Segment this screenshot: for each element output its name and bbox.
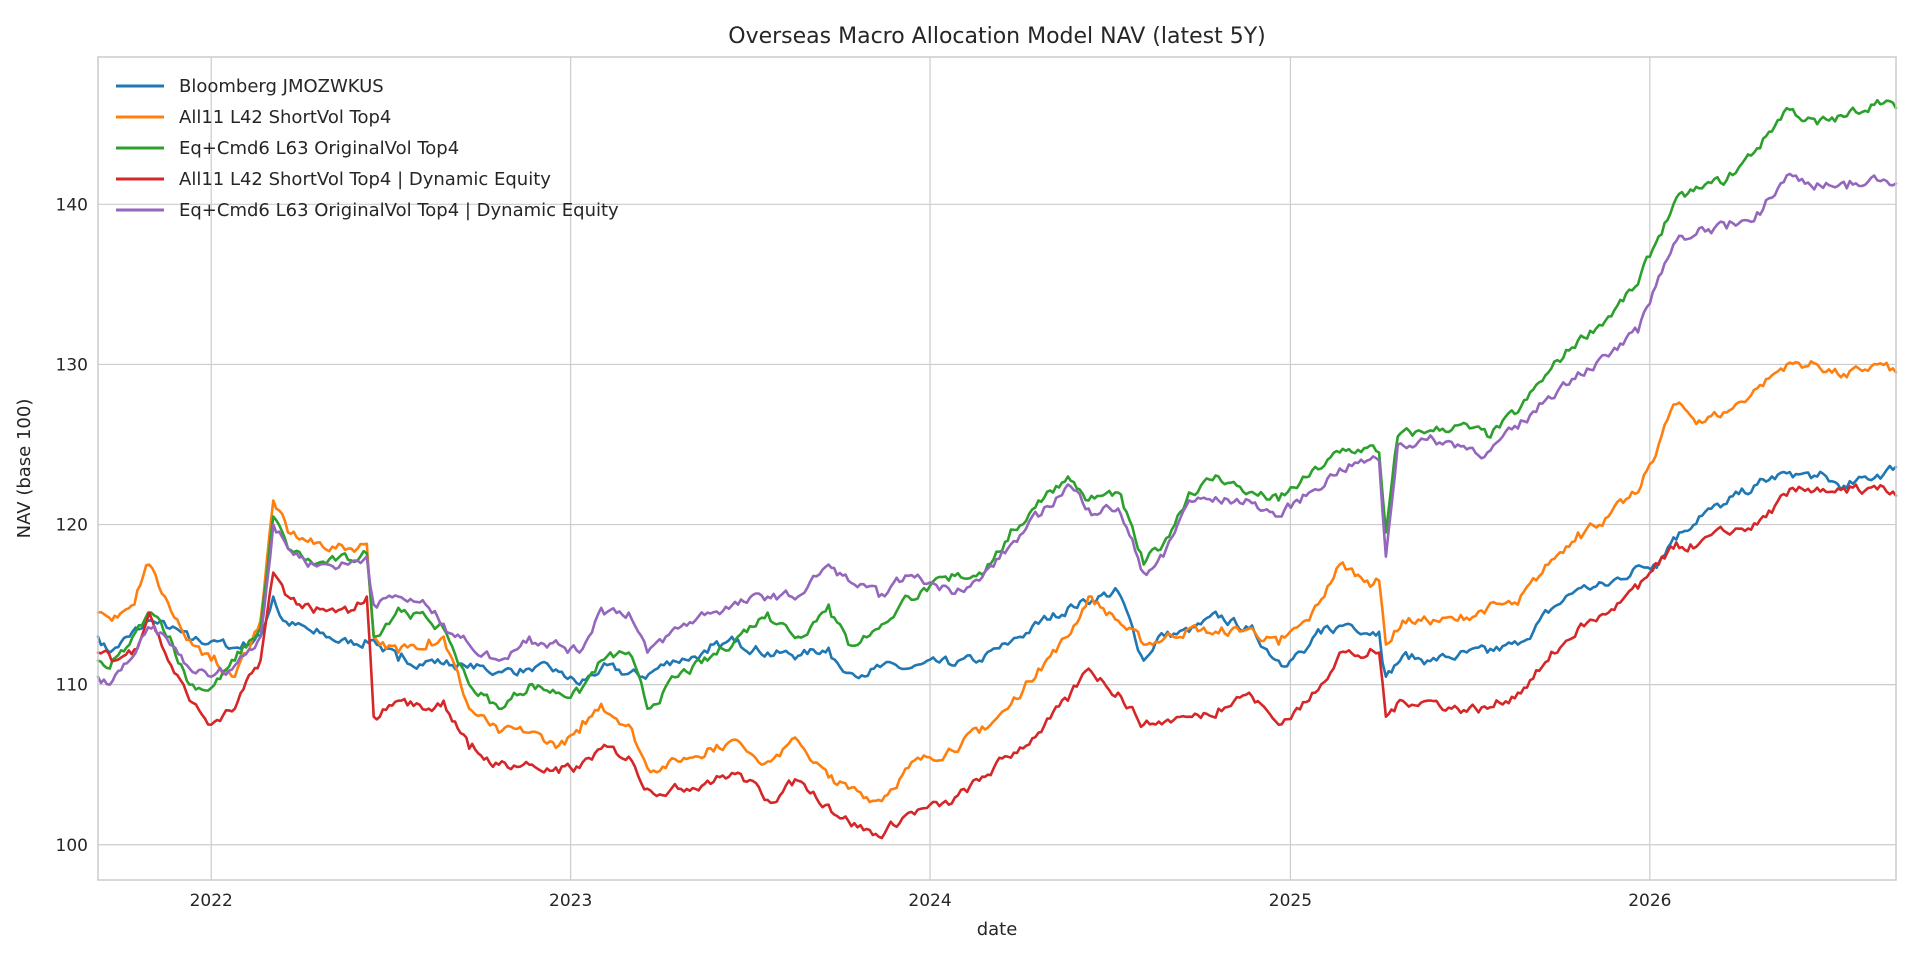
legend-label: Eq+Cmd6 L63 OriginalVol Top4 | Dynamic E… xyxy=(179,200,619,221)
legend-label: Eq+Cmd6 L63 OriginalVol Top4 xyxy=(179,138,459,159)
y-tick-label: 120 xyxy=(56,516,88,536)
tick-layer: 2022 2023 2024 2025 2026 100 110 120 130 140 xyxy=(56,195,1672,911)
series-line xyxy=(96,464,1898,686)
y-tick-label: 100 xyxy=(56,836,88,856)
y-tick-label: 110 xyxy=(56,676,88,696)
legend-label: All11 L42 ShortVol Top4 | Dynamic Equity xyxy=(179,169,551,190)
series-layer xyxy=(96,98,1898,840)
legend-label: Bloomberg JMOZWKUS xyxy=(179,76,384,97)
x-tick-label: 2025 xyxy=(1269,891,1312,911)
series-line xyxy=(96,172,1898,686)
legend: Bloomberg JMOZWKUS All11 L42 ShortVol Top… xyxy=(116,76,619,221)
series-line xyxy=(96,98,1898,710)
x-tick-label: 2026 xyxy=(1628,891,1671,911)
y-tick-label: 130 xyxy=(56,355,88,375)
x-tick-label: 2022 xyxy=(190,891,233,911)
legend-label: All11 L42 ShortVol Top4 xyxy=(179,107,391,128)
series-line xyxy=(96,360,1898,804)
x-axis-label: date xyxy=(977,919,1018,940)
plot-frame xyxy=(97,56,1897,881)
y-axis-label: NAV (base 100) xyxy=(14,399,35,539)
chart-title: Overseas Macro Allocation Model NAV (lat… xyxy=(728,24,1266,49)
x-tick-label: 2023 xyxy=(549,891,592,911)
y-tick-label: 140 xyxy=(56,195,88,215)
series-line xyxy=(96,483,1898,840)
x-tick-label: 2024 xyxy=(908,891,951,911)
